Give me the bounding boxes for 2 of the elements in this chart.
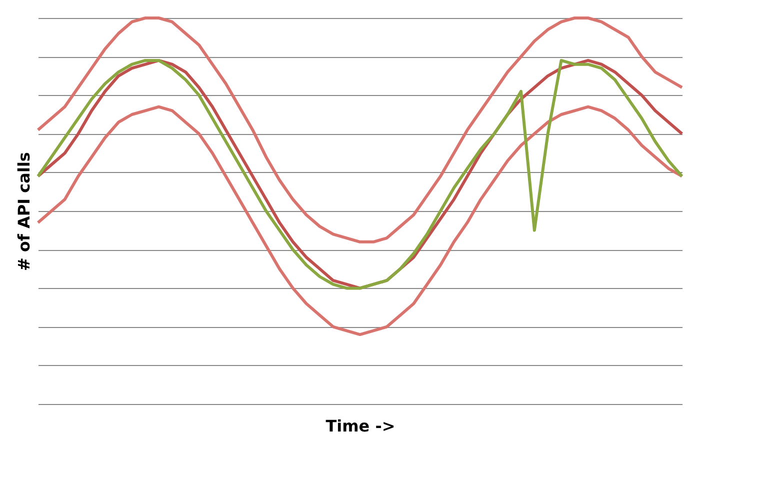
- x-axis-title: Time ->: [326, 416, 396, 436]
- y-axis-title: # of API calls: [14, 152, 34, 271]
